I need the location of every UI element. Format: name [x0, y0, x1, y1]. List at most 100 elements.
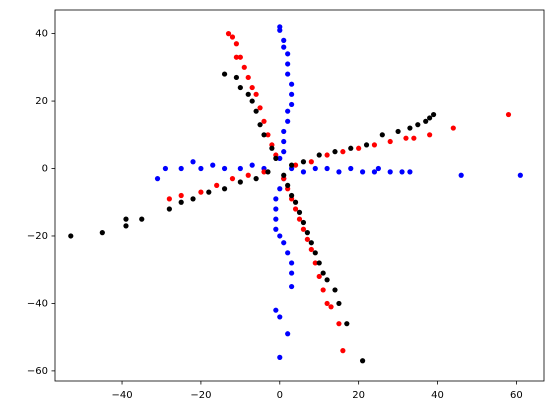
point — [265, 132, 271, 138]
point — [99, 230, 105, 236]
point — [206, 189, 212, 195]
point — [123, 223, 129, 229]
y-tick-label: −40 — [27, 298, 48, 309]
point — [277, 233, 283, 239]
point — [285, 71, 291, 77]
point — [289, 101, 295, 108]
point — [221, 71, 228, 77]
x-tick-label: −40 — [111, 390, 132, 401]
point — [328, 304, 334, 310]
point — [265, 169, 271, 175]
point — [253, 176, 259, 182]
point — [289, 283, 295, 290]
point — [257, 122, 263, 128]
point — [430, 111, 437, 118]
point — [253, 108, 259, 114]
point — [285, 118, 291, 124]
point — [300, 159, 307, 165]
point — [139, 216, 145, 222]
point — [225, 31, 232, 37]
point — [308, 159, 314, 165]
point — [285, 51, 291, 57]
point — [257, 105, 263, 111]
point — [285, 250, 291, 256]
point — [399, 169, 405, 175]
point — [304, 230, 310, 236]
y-tick-label: 40 — [35, 29, 48, 40]
point — [249, 162, 255, 168]
point — [210, 162, 216, 168]
point — [190, 159, 196, 165]
point — [245, 172, 251, 178]
point — [458, 172, 464, 178]
point — [273, 196, 279, 202]
point — [292, 162, 299, 168]
point — [178, 165, 184, 172]
point — [316, 152, 322, 158]
point — [237, 165, 243, 172]
point — [316, 260, 322, 266]
x-tick-label: 0 — [277, 390, 283, 401]
point — [336, 300, 342, 307]
point — [273, 206, 279, 212]
point — [332, 149, 338, 155]
point — [356, 145, 362, 151]
point — [285, 108, 291, 114]
point — [371, 169, 378, 175]
point — [285, 61, 291, 67]
point — [245, 74, 251, 81]
point — [336, 169, 342, 175]
point — [415, 122, 421, 128]
point — [162, 165, 169, 172]
point — [249, 98, 255, 104]
point — [281, 128, 287, 135]
point — [245, 91, 251, 97]
point — [281, 44, 287, 50]
point — [277, 354, 283, 360]
point — [450, 125, 456, 131]
point — [233, 41, 240, 47]
point — [359, 358, 366, 364]
point — [289, 81, 295, 87]
point — [214, 182, 220, 188]
point — [300, 219, 307, 226]
point — [308, 240, 314, 246]
point — [233, 54, 240, 60]
point — [411, 135, 417, 141]
x-tick-label: 20 — [352, 390, 365, 401]
point — [123, 216, 129, 222]
point — [154, 176, 161, 182]
point — [198, 189, 204, 195]
point — [308, 246, 314, 253]
point — [371, 142, 378, 148]
point — [312, 260, 318, 266]
point — [407, 125, 413, 131]
point — [300, 169, 307, 175]
point — [68, 233, 74, 239]
point — [304, 236, 310, 242]
point — [249, 84, 255, 91]
point — [340, 348, 346, 354]
point — [237, 54, 243, 60]
point — [312, 165, 318, 172]
point — [316, 273, 322, 280]
point — [517, 172, 523, 178]
point — [269, 145, 275, 151]
point — [237, 84, 243, 91]
point — [403, 135, 409, 141]
point — [312, 250, 318, 256]
point — [281, 240, 287, 246]
point — [324, 165, 330, 172]
point — [221, 165, 228, 172]
point — [324, 277, 330, 283]
point — [375, 165, 381, 172]
y-tick-label: −20 — [27, 231, 48, 242]
point — [289, 192, 295, 199]
point — [324, 300, 330, 307]
point — [289, 260, 295, 266]
point — [292, 199, 299, 205]
point — [273, 155, 279, 161]
point — [277, 155, 283, 161]
point — [178, 192, 184, 199]
